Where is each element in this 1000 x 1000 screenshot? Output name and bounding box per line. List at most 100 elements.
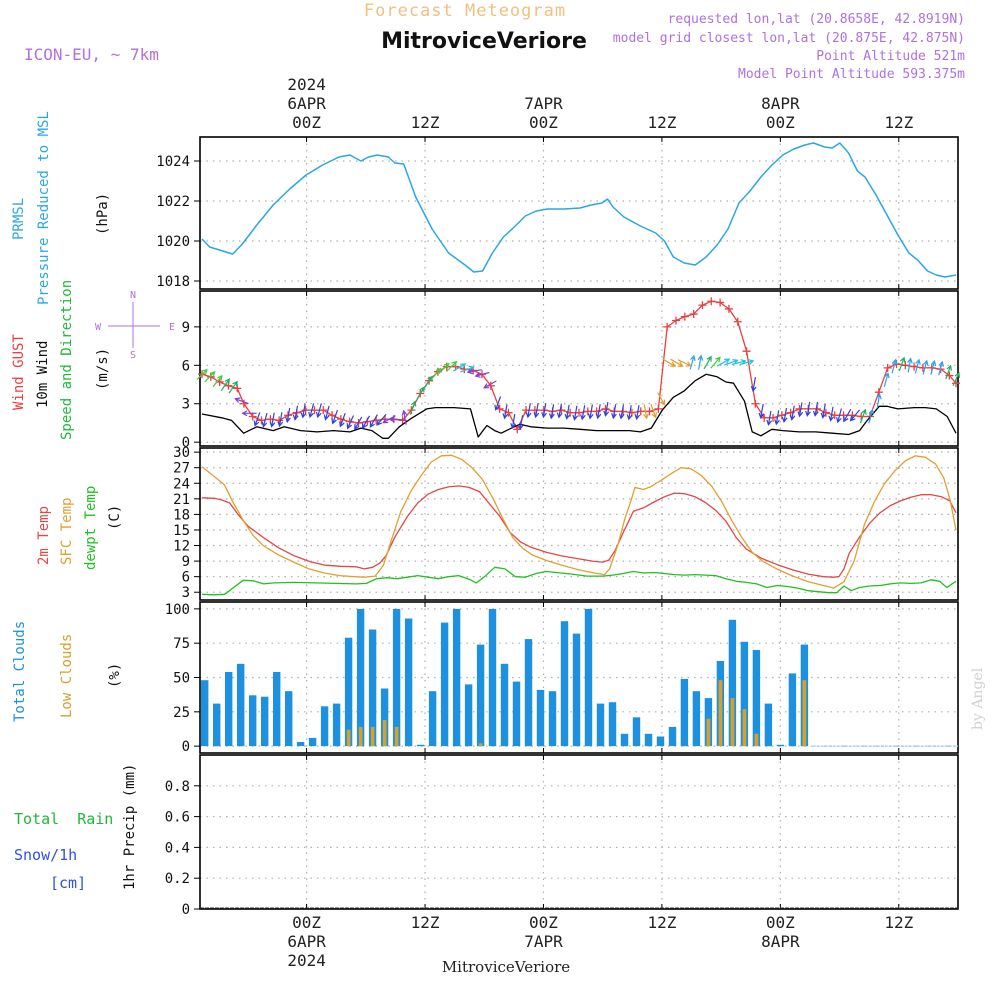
wind-direction-arrow bbox=[697, 354, 704, 370]
wind-unit: (m/s) bbox=[95, 348, 111, 390]
snow-unit-label: [cm] bbox=[50, 874, 86, 892]
wind-direction-arrow bbox=[308, 403, 315, 419]
wind-direction-arrow bbox=[466, 368, 482, 375]
total-cloud-bar bbox=[500, 663, 509, 747]
gust-point bbox=[328, 411, 337, 420]
wind-direction-arrow bbox=[494, 396, 502, 411]
low-cloud-bar bbox=[730, 698, 735, 747]
wind-direction-arrow bbox=[766, 410, 773, 426]
pressure-panel: 1018 1020 1022 1024 bbox=[156, 136, 959, 290]
wind-direction-arrow bbox=[662, 358, 676, 367]
wind-direction-arrow bbox=[423, 375, 433, 389]
total-cloud-bar bbox=[644, 733, 653, 747]
time-label: 12Z bbox=[647, 113, 676, 132]
y-tick-label: 0 bbox=[182, 902, 190, 918]
temp-unit: (C) bbox=[107, 505, 123, 530]
total-cloud-bar bbox=[392, 608, 401, 747]
wind-direction-arrow bbox=[843, 408, 852, 423]
gust-point bbox=[751, 399, 760, 408]
compass-east: E bbox=[169, 322, 175, 333]
wind-direction-arrow bbox=[670, 358, 684, 367]
gust-point bbox=[654, 404, 663, 413]
pressure-labels: PRMSL Pressure Reduced to MSL (hPa) bbox=[11, 111, 111, 305]
wind-direction-arrow bbox=[446, 360, 458, 372]
prmsl-desc-label: Pressure Reduced to MSL bbox=[36, 111, 52, 305]
total-cloud-bar bbox=[788, 673, 797, 747]
wind-direction-arrow bbox=[388, 416, 405, 423]
temp2m-line bbox=[201, 485, 957, 578]
wind-direction-arrow bbox=[898, 356, 906, 372]
wind-direction-arrow bbox=[859, 408, 867, 424]
snow-label: Snow/1h bbox=[14, 846, 77, 864]
total-cloud-bar bbox=[560, 621, 569, 747]
gust-point bbox=[680, 312, 689, 321]
y-tick-label: 0.4 bbox=[165, 840, 190, 856]
y-tick-label: 12 bbox=[173, 539, 190, 555]
wind-direction-arrow bbox=[724, 359, 739, 366]
wind-direction-arrow bbox=[196, 368, 208, 380]
clouds-panel: 0 25 50 75 100 bbox=[165, 601, 959, 755]
y-tick-label: 21 bbox=[173, 492, 190, 508]
total-cloud-bar bbox=[285, 691, 293, 747]
wind-direction-arrow bbox=[836, 408, 842, 424]
wind-direction-arrow bbox=[382, 415, 396, 424]
total-cloud-bar bbox=[536, 689, 545, 747]
wind10-label: 10m Wind bbox=[35, 341, 51, 408]
wind-direction-arrow bbox=[556, 403, 563, 419]
low-cloud-bar bbox=[706, 718, 711, 747]
total-cloud-bar bbox=[213, 703, 221, 747]
gust-point bbox=[883, 363, 892, 372]
wind-direction-arrow bbox=[292, 405, 299, 421]
total-cloud-bar bbox=[308, 737, 317, 747]
wind-direction-arrow bbox=[922, 359, 929, 375]
total-cloud-bar bbox=[296, 742, 305, 747]
wind-direction-arrow bbox=[868, 408, 875, 424]
wind-direction-arrow bbox=[401, 409, 408, 425]
wind-direction-arrow bbox=[452, 363, 467, 372]
y-tick-label: 100 bbox=[165, 602, 190, 618]
wind-direction-arrow bbox=[285, 407, 291, 424]
wind-direction-arrow bbox=[549, 404, 555, 420]
clouds-frame bbox=[199, 601, 959, 754]
total-cloud-bar bbox=[332, 703, 341, 747]
wind-direction-arrow bbox=[650, 403, 657, 419]
direction-label: Speed and Direction bbox=[59, 280, 75, 440]
wind-direction-arrow bbox=[331, 409, 339, 425]
wind-direction-arrow bbox=[339, 412, 346, 428]
time-label: 12Z bbox=[411, 913, 440, 932]
time-label: 00Z bbox=[292, 113, 321, 132]
y-tick-label: 18 bbox=[173, 507, 190, 523]
model-altitude: Model Point Altitude 593.375m bbox=[738, 67, 965, 82]
time-label: 00Z bbox=[766, 913, 795, 932]
time-label: 6APR bbox=[287, 932, 326, 951]
y-tick-label: 27 bbox=[173, 461, 190, 477]
time-label: 00Z bbox=[766, 113, 795, 132]
gust-point bbox=[206, 372, 215, 381]
time-label: 12Z bbox=[884, 913, 913, 932]
total-cloud-bar bbox=[464, 684, 473, 747]
time-label: 8APR bbox=[761, 932, 800, 951]
total-cloud-bar bbox=[764, 703, 773, 747]
wind-direction-arrow bbox=[812, 401, 819, 417]
low-cloud-bar bbox=[718, 680, 723, 747]
y-tick-label: 0 bbox=[182, 435, 190, 451]
y-tick-label: 3 bbox=[182, 397, 190, 413]
gust-point bbox=[698, 301, 707, 310]
model-label: ICON-EU, ~ 7km bbox=[24, 45, 159, 64]
wind-direction-arrow bbox=[883, 372, 890, 387]
wind-labels: Wind GUST 10m Wind Speed and Direction (… bbox=[11, 280, 175, 440]
time-label: 2024 bbox=[287, 75, 326, 94]
total-cloud-bar bbox=[320, 706, 329, 747]
gust-point bbox=[724, 304, 733, 313]
wind-direction-arrow bbox=[626, 405, 633, 421]
wind-direction-arrow bbox=[483, 380, 497, 389]
wind-direction-arrow bbox=[361, 415, 371, 429]
wind-direction-arrow bbox=[253, 412, 261, 427]
wind-direction-arrow bbox=[533, 403, 540, 419]
wind-line bbox=[201, 373, 957, 439]
wind-direction-arrow bbox=[572, 405, 579, 421]
gust-point bbox=[777, 411, 786, 420]
gust-point bbox=[645, 407, 654, 416]
gust-point bbox=[275, 416, 284, 425]
